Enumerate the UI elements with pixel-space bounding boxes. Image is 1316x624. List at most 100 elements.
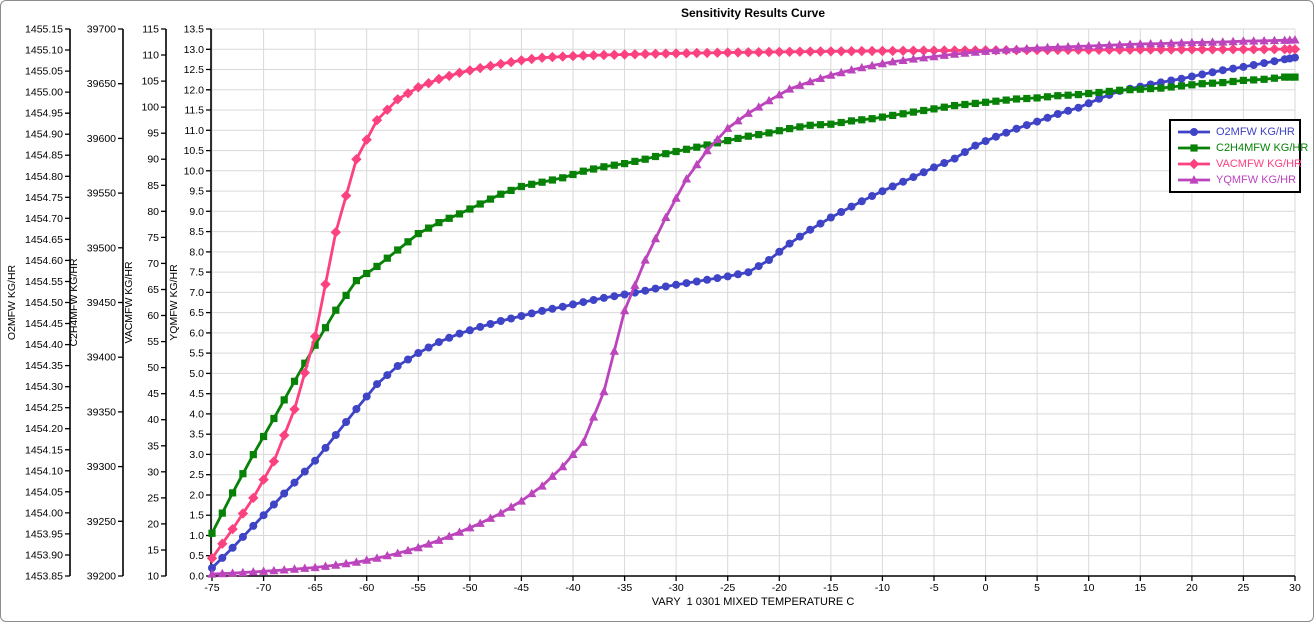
svg-text:8.0: 8.0 bbox=[189, 246, 204, 258]
svg-text:YQMFW KG/HR: YQMFW KG/HR bbox=[168, 264, 180, 341]
svg-text:39400: 39400 bbox=[87, 352, 116, 364]
svg-text:25: 25 bbox=[147, 492, 159, 504]
svg-text:1454.85: 1454.85 bbox=[25, 150, 63, 162]
svg-text:-60: -60 bbox=[359, 582, 374, 594]
svg-text:-15: -15 bbox=[823, 582, 838, 594]
svg-text:9.5: 9.5 bbox=[189, 186, 204, 198]
svg-text:5.0: 5.0 bbox=[189, 368, 204, 380]
svg-text:-20: -20 bbox=[772, 582, 787, 594]
svg-text:39550: 39550 bbox=[87, 188, 116, 200]
svg-text:55: 55 bbox=[147, 336, 159, 348]
legend-entry-label: YQMFW KG/HR bbox=[1216, 174, 1297, 186]
svg-text:1.5: 1.5 bbox=[189, 510, 204, 522]
svg-text:3.5: 3.5 bbox=[189, 429, 204, 441]
svg-text:9.0: 9.0 bbox=[189, 206, 204, 218]
svg-text:1.0: 1.0 bbox=[189, 530, 204, 542]
svg-text:39650: 39650 bbox=[87, 78, 116, 90]
svg-text:35: 35 bbox=[147, 440, 159, 452]
svg-text:1453.90: 1453.90 bbox=[25, 550, 63, 562]
svg-text:90: 90 bbox=[147, 154, 159, 166]
svg-text:6.5: 6.5 bbox=[189, 307, 204, 319]
svg-text:85: 85 bbox=[147, 180, 159, 192]
svg-text:40: 40 bbox=[147, 414, 159, 426]
svg-text:7.5: 7.5 bbox=[189, 267, 204, 279]
svg-text:1454.60: 1454.60 bbox=[25, 255, 63, 267]
svg-text:7.0: 7.0 bbox=[189, 287, 204, 299]
svg-text:39300: 39300 bbox=[87, 461, 116, 473]
svg-text:15: 15 bbox=[147, 545, 159, 557]
svg-text:0.5: 0.5 bbox=[189, 550, 204, 562]
legend-entry-c2h4mfw: C2H4MFW KG/HR bbox=[1177, 140, 1308, 156]
x-axis-label: VARY 1 0301 MIXED TEMPERATURE C bbox=[651, 596, 855, 608]
legend: O2MFW KG/HR C2H4MFW KG/HR VACMFW KG/HR YQMF… bbox=[1169, 119, 1308, 193]
svg-text:65: 65 bbox=[147, 284, 159, 296]
svg-text:39600: 39600 bbox=[87, 133, 116, 145]
svg-text:-30: -30 bbox=[669, 582, 684, 594]
svg-text:13.5: 13.5 bbox=[184, 24, 205, 36]
svg-text:-40: -40 bbox=[565, 582, 580, 594]
svg-text:6.0: 6.0 bbox=[189, 327, 204, 339]
svg-text:-55: -55 bbox=[411, 582, 426, 594]
svg-text:100: 100 bbox=[141, 102, 159, 114]
svg-text:1454.95: 1454.95 bbox=[25, 108, 63, 120]
legend-entry-vacmfw: VACMFW KG/HR bbox=[1177, 156, 1302, 172]
svg-text:1454.75: 1454.75 bbox=[25, 192, 63, 204]
svg-text:1454.05: 1454.05 bbox=[25, 486, 63, 498]
svg-text:1453.85: 1453.85 bbox=[25, 571, 63, 583]
svg-text:60: 60 bbox=[147, 310, 159, 322]
svg-text:11.5: 11.5 bbox=[184, 105, 204, 117]
svg-text:1454.40: 1454.40 bbox=[25, 339, 63, 351]
svg-text:11.0: 11.0 bbox=[184, 125, 204, 137]
svg-text:39450: 39450 bbox=[87, 297, 116, 309]
svg-text:39250: 39250 bbox=[87, 516, 116, 528]
svg-text:2.0: 2.0 bbox=[189, 490, 204, 502]
svg-text:4.5: 4.5 bbox=[189, 388, 204, 400]
svg-text:VACMFW KG/HR: VACMFW KG/HR bbox=[123, 261, 135, 343]
svg-text:C2H4MFW KG/HR: C2H4MFW KG/HR bbox=[68, 258, 80, 347]
svg-text:-65: -65 bbox=[308, 582, 323, 594]
svg-text:8.5: 8.5 bbox=[189, 226, 204, 238]
svg-text:1454.30: 1454.30 bbox=[25, 381, 63, 393]
svg-text:39350: 39350 bbox=[87, 406, 116, 418]
svg-text:-10: -10 bbox=[875, 582, 890, 594]
svg-text:20: 20 bbox=[147, 518, 159, 530]
svg-text:15: 15 bbox=[1134, 582, 1146, 594]
svg-text:1455.05: 1455.05 bbox=[25, 66, 63, 78]
legend-circle-marker-icon bbox=[1178, 128, 1210, 136]
svg-text:80: 80 bbox=[147, 206, 159, 218]
svg-text:10: 10 bbox=[147, 571, 159, 583]
svg-text:0: 0 bbox=[983, 582, 989, 594]
svg-text:4.0: 4.0 bbox=[189, 408, 204, 420]
legend-entry-label: VACMFW KG/HR bbox=[1216, 158, 1302, 170]
legend-entry-label: C2H4MFW KG/HR bbox=[1216, 142, 1309, 154]
svg-text:25: 25 bbox=[1238, 582, 1250, 594]
svg-text:10: 10 bbox=[1083, 582, 1095, 594]
svg-text:1454.90: 1454.90 bbox=[25, 129, 63, 141]
svg-text:1454.80: 1454.80 bbox=[25, 171, 63, 183]
svg-text:20: 20 bbox=[1186, 582, 1198, 594]
svg-text:1455.10: 1455.10 bbox=[25, 45, 63, 57]
svg-text:10.5: 10.5 bbox=[184, 145, 205, 157]
svg-text:3.0: 3.0 bbox=[189, 449, 204, 461]
legend-triangle-marker-icon bbox=[1178, 175, 1210, 184]
legend-square-marker-icon bbox=[1178, 144, 1210, 152]
svg-text:2.5: 2.5 bbox=[189, 469, 204, 481]
svg-text:1454.15: 1454.15 bbox=[25, 444, 63, 456]
svg-text:1454.20: 1454.20 bbox=[25, 423, 63, 435]
svg-text:-50: -50 bbox=[462, 582, 477, 594]
svg-text:30: 30 bbox=[147, 466, 159, 478]
svg-text:1454.65: 1454.65 bbox=[25, 234, 63, 246]
svg-text:1453.95: 1453.95 bbox=[25, 528, 63, 540]
legend-entry-yqmfw: YQMFW KG/HR bbox=[1177, 172, 1297, 188]
svg-text:12.0: 12.0 bbox=[184, 84, 205, 96]
svg-text:95: 95 bbox=[147, 128, 159, 140]
svg-text:1454.50: 1454.50 bbox=[25, 297, 63, 309]
svg-text:13.0: 13.0 bbox=[184, 44, 205, 56]
svg-text:115: 115 bbox=[142, 24, 159, 36]
svg-text:5.5: 5.5 bbox=[189, 348, 204, 360]
svg-text:-25: -25 bbox=[720, 582, 735, 594]
svg-text:-75: -75 bbox=[204, 582, 219, 594]
svg-text:1454.55: 1454.55 bbox=[25, 276, 63, 288]
